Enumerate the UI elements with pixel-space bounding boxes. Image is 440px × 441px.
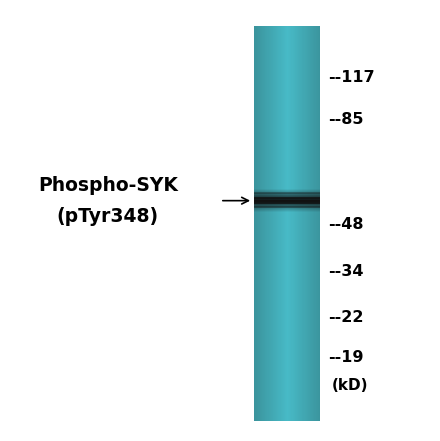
- Bar: [261, 26, 262, 421]
- Bar: [254, 200, 320, 201]
- Bar: [300, 26, 302, 421]
- Bar: [257, 26, 258, 421]
- Bar: [257, 26, 259, 421]
- Bar: [270, 26, 271, 421]
- Bar: [307, 26, 308, 421]
- Bar: [282, 26, 283, 421]
- Bar: [285, 26, 286, 421]
- Bar: [254, 204, 320, 205]
- Bar: [254, 193, 320, 194]
- Bar: [268, 26, 269, 421]
- Bar: [254, 197, 320, 198]
- Bar: [254, 205, 320, 206]
- Text: --19: --19: [328, 350, 363, 365]
- Bar: [290, 26, 292, 421]
- Bar: [254, 190, 320, 191]
- Bar: [299, 26, 301, 421]
- Bar: [254, 26, 256, 421]
- Bar: [298, 26, 300, 421]
- Text: --85: --85: [328, 112, 363, 127]
- Bar: [315, 26, 317, 421]
- Bar: [254, 192, 320, 194]
- Bar: [254, 191, 320, 192]
- Bar: [254, 202, 320, 204]
- Bar: [296, 26, 297, 421]
- Bar: [283, 26, 284, 421]
- Bar: [254, 208, 320, 209]
- Bar: [254, 196, 320, 197]
- Bar: [279, 26, 280, 421]
- Bar: [271, 26, 272, 421]
- Bar: [295, 26, 296, 421]
- Bar: [286, 26, 288, 421]
- Bar: [254, 203, 320, 204]
- Bar: [289, 26, 291, 421]
- Bar: [266, 26, 268, 421]
- Bar: [310, 26, 312, 421]
- Bar: [293, 26, 294, 421]
- Bar: [254, 209, 320, 211]
- Bar: [293, 26, 295, 421]
- Bar: [254, 206, 320, 207]
- Bar: [311, 26, 313, 421]
- Bar: [263, 26, 264, 421]
- Bar: [318, 26, 319, 421]
- Bar: [315, 26, 316, 421]
- Bar: [284, 26, 286, 421]
- Bar: [312, 26, 314, 421]
- Bar: [254, 188, 320, 190]
- Text: --117: --117: [328, 70, 374, 85]
- Bar: [254, 206, 320, 208]
- Bar: [254, 207, 320, 209]
- Bar: [254, 198, 320, 199]
- Bar: [254, 195, 320, 196]
- Bar: [254, 211, 320, 213]
- Bar: [254, 201, 320, 202]
- Bar: [254, 209, 320, 210]
- Bar: [268, 26, 270, 421]
- Bar: [302, 26, 304, 421]
- Bar: [254, 199, 320, 200]
- Bar: [297, 26, 298, 421]
- Bar: [273, 26, 275, 421]
- Bar: [309, 26, 311, 421]
- Bar: [291, 26, 293, 421]
- Bar: [308, 26, 309, 421]
- Bar: [255, 26, 257, 421]
- Bar: [277, 26, 279, 421]
- Text: --34: --34: [328, 264, 363, 279]
- Bar: [274, 26, 275, 421]
- Text: --22: --22: [328, 310, 363, 325]
- Bar: [254, 187, 320, 189]
- Bar: [259, 26, 260, 421]
- Bar: [275, 26, 277, 421]
- Bar: [304, 26, 306, 421]
- Bar: [317, 26, 318, 421]
- Bar: [279, 26, 281, 421]
- Text: (pTyr348): (pTyr348): [57, 206, 159, 226]
- Bar: [254, 189, 320, 191]
- Text: (kD): (kD): [332, 378, 369, 393]
- Bar: [262, 26, 264, 421]
- Text: Phospho-SYK: Phospho-SYK: [38, 176, 178, 195]
- Bar: [301, 26, 303, 421]
- Bar: [254, 202, 320, 203]
- Bar: [272, 26, 273, 421]
- Bar: [287, 26, 289, 421]
- Bar: [304, 26, 305, 421]
- Bar: [254, 191, 320, 193]
- Bar: [288, 26, 290, 421]
- Bar: [265, 26, 267, 421]
- Bar: [254, 197, 320, 198]
- Bar: [313, 26, 315, 421]
- Bar: [264, 26, 266, 421]
- Text: --48: --48: [328, 217, 363, 232]
- Bar: [276, 26, 278, 421]
- Bar: [306, 26, 307, 421]
- Bar: [254, 194, 320, 195]
- Bar: [281, 26, 282, 421]
- Bar: [319, 26, 320, 421]
- Bar: [254, 210, 320, 212]
- Bar: [260, 26, 261, 421]
